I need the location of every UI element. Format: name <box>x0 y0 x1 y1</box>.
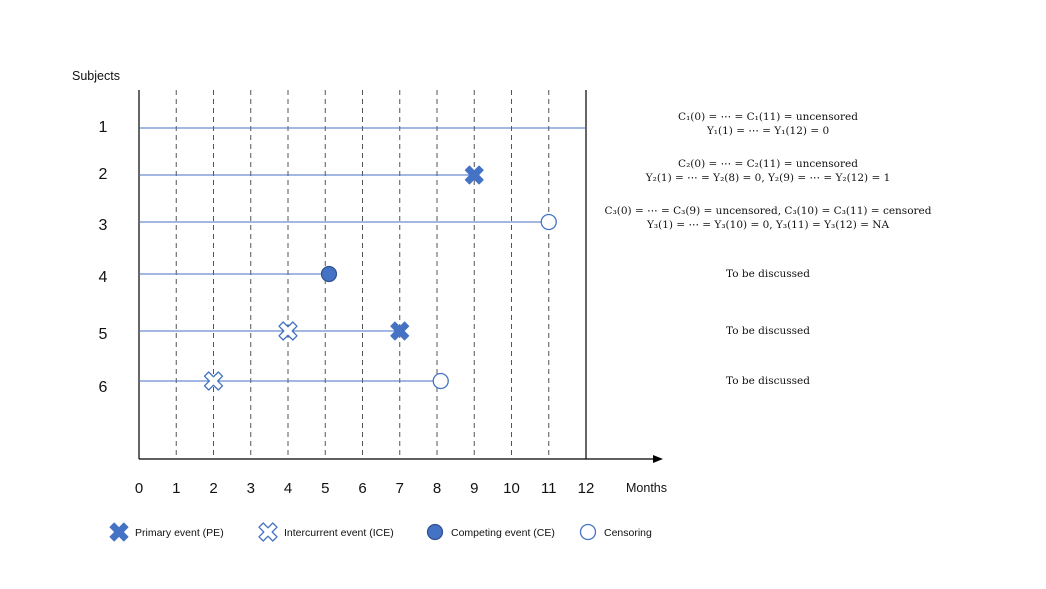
legend-label: Intercurrent event (ICE) <box>284 527 394 539</box>
month-tick-label: 9 <box>470 480 478 497</box>
censoring-marker <box>540 213 557 231</box>
subject-label: 3 <box>99 217 108 234</box>
month-tick-label: 6 <box>358 480 366 497</box>
month-tick-label: 8 <box>433 480 441 497</box>
subject-note-1: C₁(0) = ⋯ = C₁(11) = uncensored Y₁(1) = ⋯… <box>678 111 858 137</box>
censoring-marker <box>432 372 449 390</box>
subject-rows: 1 2 3 4 5 6 <box>99 119 586 396</box>
subject-note-3: C₃(0) = ⋯ = C₃(9) = uncensored, C₃(10) =… <box>605 205 932 231</box>
legend-item-intercurrent: Intercurrent event (ICE) <box>258 522 394 542</box>
intercurrent-event-marker <box>278 321 298 341</box>
subject-label: 5 <box>99 326 108 343</box>
subject-notes: C₁(0) = ⋯ = C₁(11) = uncensored Y₁(1) = ⋯… <box>605 111 932 387</box>
legend-item-primary: Primary event (PE) <box>109 522 224 542</box>
subject-label: 4 <box>99 269 108 286</box>
month-tick-label: 4 <box>284 480 292 497</box>
primary-event-marker <box>390 321 410 341</box>
subject-row-1: 1 <box>99 119 586 136</box>
note-line: C₃(0) = ⋯ = C₃(9) = uncensored, C₃(10) =… <box>605 205 932 217</box>
primary-event-marker <box>109 522 129 542</box>
subject-label: 1 <box>99 119 108 136</box>
subject-row-6: 6 <box>99 371 449 396</box>
month-tick-label: 0 <box>135 480 143 497</box>
subject-note-4: To be discussed <box>726 268 810 280</box>
subject-note-5: To be discussed <box>726 325 810 337</box>
note-line: C₂(0) = ⋯ = C₂(11) = uncensored <box>678 158 858 170</box>
axes: 0 1 2 3 4 5 6 7 8 9 10 11 12 <box>135 90 663 497</box>
legend-item-competing: Competing event (CE) <box>426 523 555 541</box>
y-axis-label: Subjects <box>72 69 120 83</box>
censoring-marker <box>579 523 597 541</box>
note-line: Y₂(1) = ⋯ = Y₂(8) = 0, Y₂(9) = ⋯ = Y₂(12… <box>645 172 891 184</box>
note-line: To be discussed <box>726 268 810 280</box>
subject-label: 2 <box>99 166 108 183</box>
competing-event-marker <box>426 523 444 541</box>
note-line: To be discussed <box>726 375 810 387</box>
note-line: Y₃(1) = ⋯ = Y₃(10) = 0, Y₃(11) = Y₃(12) … <box>646 219 890 231</box>
month-tick-label: 10 <box>503 480 520 497</box>
subject-row-5: 5 <box>99 321 410 343</box>
legend-label: Competing event (CE) <box>451 527 555 539</box>
intercurrent-event-marker <box>258 522 278 542</box>
subject-note-6: To be discussed <box>726 375 810 387</box>
competing-event-marker <box>320 265 338 283</box>
subject-note-2: C₂(0) = ⋯ = C₂(11) = uncensored Y₂(1) = ⋯… <box>645 158 891 184</box>
x-axis-arrowhead <box>653 455 663 463</box>
note-line: Y₁(1) = ⋯ = Y₁(12) = 0 <box>706 125 829 137</box>
month-tick-label: 2 <box>209 480 217 497</box>
month-tick-label: 7 <box>396 480 404 497</box>
note-line: C₁(0) = ⋯ = C₁(11) = uncensored <box>678 111 858 123</box>
subject-row-4: 4 <box>99 265 338 286</box>
month-tick-label: 12 <box>578 480 595 497</box>
month-tick-label: 3 <box>247 480 255 497</box>
legend: Primary event (PE) Intercurrent event (IC… <box>109 522 652 542</box>
intercurrent-event-marker <box>203 371 224 391</box>
legend-item-censoring: Censoring <box>579 523 652 541</box>
legend-label: Censoring <box>604 527 652 539</box>
subject-row-2: 2 <box>99 165 484 185</box>
primary-event-marker <box>464 165 484 185</box>
month-tick-label: 1 <box>172 480 180 497</box>
x-axis-label: Months <box>626 481 667 495</box>
legend-label: Primary event (PE) <box>135 527 224 539</box>
month-tick-label: 5 <box>321 480 329 497</box>
subject-label: 6 <box>99 379 108 396</box>
month-tick-label: 11 <box>541 480 557 497</box>
subject-row-3: 3 <box>99 213 557 234</box>
note-line: To be discussed <box>726 325 810 337</box>
